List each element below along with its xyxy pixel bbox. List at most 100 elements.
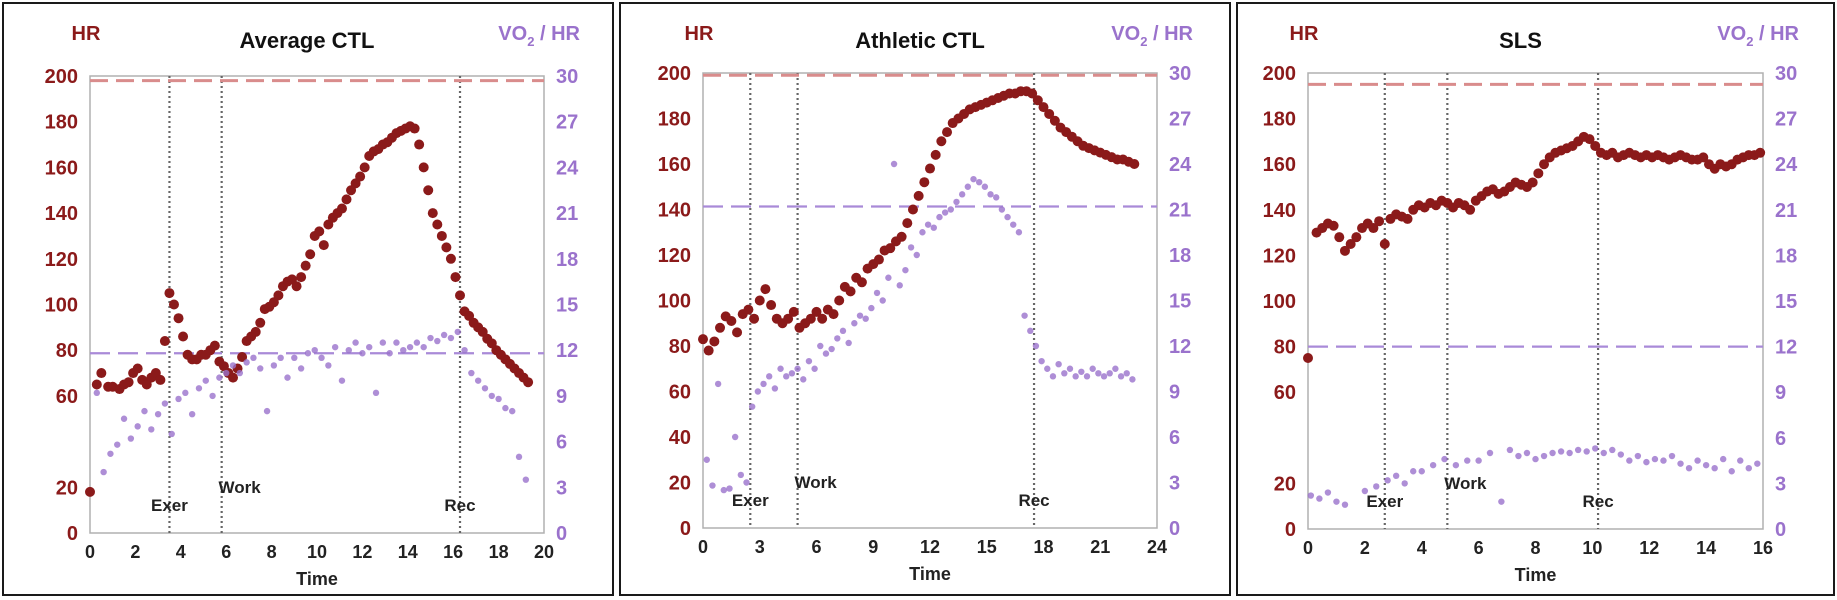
x-tick: 3 (755, 537, 765, 557)
vo2-point (1452, 461, 1460, 469)
vo2-point (1418, 468, 1425, 475)
vo2-point (427, 334, 434, 342)
vo2-point (1307, 492, 1315, 499)
x-tick: 0 (1303, 538, 1313, 558)
vo2-point (777, 365, 784, 372)
hr-point (885, 243, 896, 254)
y-tick-right: 0 (1169, 518, 1180, 540)
phase-label-rec: Rec (1582, 492, 1613, 511)
y-axis-label-right: VO2 / HR (1717, 23, 1799, 49)
y-tick-right: 12 (556, 340, 578, 362)
vo2-point (879, 297, 886, 304)
plot-frame (1307, 72, 1764, 530)
y-tick-right: 3 (556, 477, 567, 499)
vo2-point (1038, 357, 1045, 365)
chart-title: Average CTL (240, 28, 375, 53)
vo2-point (1609, 446, 1616, 454)
hr-point (409, 123, 420, 134)
vo2-point (936, 213, 943, 221)
vo2-point (958, 191, 966, 198)
hr-point (925, 163, 935, 174)
chart-title: Athletic CTL (855, 28, 985, 53)
hr-point (788, 306, 799, 317)
hr-point (159, 336, 170, 347)
chart-svg: ExerWorkRec02060801001201401601802000369… (45, 23, 581, 589)
vo2-point (141, 407, 148, 415)
phase-label-exer: Exer (1366, 492, 1403, 511)
hr-point (1590, 140, 1601, 151)
hr-point (834, 295, 845, 306)
hr-point (296, 272, 307, 283)
x-tick: 15 (977, 537, 997, 557)
vo2-point (1066, 365, 1074, 372)
vo2-point (1617, 451, 1625, 458)
hr-point (173, 313, 184, 324)
y-tick-right: 12 (1169, 336, 1191, 358)
x-tick: 0 (698, 537, 708, 557)
x-tick: 8 (267, 542, 277, 562)
vo2-point (1410, 468, 1417, 475)
vo2-point (1677, 460, 1684, 467)
x-axis-label: Time (909, 564, 951, 584)
y-tick-right: 27 (1775, 109, 1797, 131)
hr-point (291, 281, 302, 292)
chart-svg: ExerWorkRec02040608010012014016018020003… (658, 23, 1194, 584)
vo2-point (474, 377, 482, 384)
hr-point (709, 336, 720, 347)
y-tick-right: 24 (556, 157, 579, 179)
vo2-point (195, 385, 203, 392)
vo2-point (1719, 455, 1727, 463)
hr-point (228, 372, 239, 383)
hr-point (305, 249, 316, 260)
vo2-point (981, 183, 989, 190)
hr-point (237, 352, 248, 363)
hr-point (445, 253, 456, 264)
vo2-point (811, 365, 818, 372)
vo2-point (1316, 495, 1323, 502)
y-tick-left: 200 (45, 66, 78, 88)
hr-point (1698, 152, 1709, 163)
y-tick-right: 6 (1169, 427, 1180, 449)
vo2-point (1668, 452, 1676, 460)
x-tick: 18 (1033, 537, 1053, 557)
hr-point (760, 284, 771, 295)
y-tick-left: 0 (680, 518, 691, 540)
vo2-point (1061, 370, 1068, 377)
vo2-point (788, 370, 796, 377)
vo2-point (291, 354, 298, 362)
vo2-point (1464, 457, 1471, 464)
vo2-point (236, 369, 244, 377)
vo2-point (454, 328, 461, 336)
y-tick-left: 80 (669, 336, 691, 358)
vo2-point (168, 430, 175, 438)
y-tick-left: 60 (1274, 382, 1296, 404)
hr-point (936, 136, 947, 147)
vo2-point (794, 365, 801, 372)
vo2-point (161, 400, 169, 407)
hr-point (1402, 213, 1413, 224)
y-tick-right: 15 (1169, 291, 1191, 313)
vo2-point (1106, 370, 1113, 377)
vo2-point (731, 433, 739, 441)
hr-point (436, 230, 447, 241)
phase-label-work: Work (1444, 474, 1487, 493)
hr-point (168, 299, 179, 310)
vo2-point (1341, 501, 1349, 508)
hr-point (805, 313, 816, 324)
hr-point (432, 219, 443, 230)
vo2-point (481, 385, 489, 392)
vo2-point (1737, 457, 1744, 464)
vo2-point (420, 343, 427, 351)
vo2-point (1021, 312, 1028, 319)
vo2-point (1373, 483, 1380, 490)
hr-point (355, 171, 366, 182)
y-axis-label-right: VO2 / HR (1111, 23, 1193, 49)
hr-point (1303, 353, 1313, 363)
vo2-point (1566, 449, 1573, 457)
vo2-point (743, 479, 750, 486)
hr-point (423, 185, 434, 196)
y-tick-left: 140 (1263, 200, 1296, 222)
hr-point (1527, 177, 1538, 188)
y-tick-right: 30 (1169, 63, 1191, 85)
hr-point (743, 304, 754, 315)
